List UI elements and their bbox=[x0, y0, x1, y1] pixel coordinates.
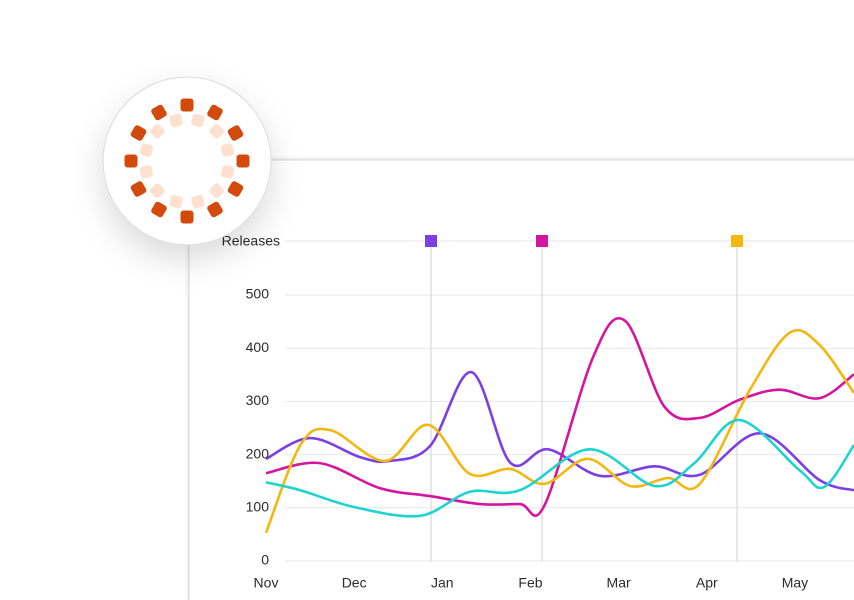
spinner-dot bbox=[191, 113, 205, 128]
y-tick-label: 400 bbox=[246, 339, 270, 355]
x-tick-label: Dec bbox=[342, 575, 367, 591]
spinner-dot bbox=[209, 124, 224, 139]
spinner-dot bbox=[207, 104, 223, 121]
spinner-dot bbox=[209, 183, 224, 198]
spinner-dot bbox=[220, 143, 235, 157]
spinner-dot bbox=[180, 210, 194, 224]
x-tick-label: May bbox=[782, 575, 808, 591]
x-tick-label: Apr bbox=[696, 575, 718, 591]
spinner-dot bbox=[139, 143, 154, 157]
spinner bbox=[124, 98, 250, 224]
spinner-dot bbox=[227, 181, 244, 197]
releases-label: Releases bbox=[222, 233, 280, 249]
spinner-dot bbox=[151, 201, 167, 218]
x-tick-label: Jan bbox=[431, 575, 454, 591]
chart-card bbox=[188, 159, 854, 600]
plot-area bbox=[264, 235, 854, 562]
x-tick-label: Feb bbox=[518, 575, 542, 591]
spinner-dot bbox=[130, 181, 147, 197]
x-tick-label: Nov bbox=[254, 575, 279, 591]
y-tick-label: 0 bbox=[261, 552, 269, 568]
spinner-dot bbox=[150, 183, 165, 198]
y-tick-label: 300 bbox=[246, 392, 270, 408]
series-line bbox=[265, 370, 854, 492]
x-tick-label: Mar bbox=[607, 575, 631, 591]
spinner-dot bbox=[151, 104, 167, 121]
release-marker bbox=[536, 235, 548, 247]
series-line bbox=[265, 418, 854, 518]
spinner-dot bbox=[227, 125, 244, 141]
badge-circle bbox=[102, 76, 272, 246]
spinner-dot bbox=[220, 165, 235, 179]
spinner-dot bbox=[191, 194, 205, 209]
spinner-dot bbox=[130, 125, 147, 141]
y-tick-label: 500 bbox=[246, 286, 270, 302]
spinner-dot bbox=[150, 124, 165, 139]
spinner-dot bbox=[169, 113, 183, 128]
spinner-dot bbox=[169, 194, 183, 209]
spinner-badge bbox=[102, 76, 272, 246]
spinner-dot bbox=[207, 201, 223, 218]
release-marker bbox=[731, 235, 743, 247]
release-marker bbox=[425, 235, 437, 247]
spinner-dot bbox=[180, 98, 194, 112]
series-line bbox=[265, 317, 854, 517]
series-line bbox=[264, 328, 854, 534]
y-tick-label: 100 bbox=[246, 499, 270, 515]
spinner-dot bbox=[236, 154, 250, 168]
spinner-dot bbox=[139, 165, 154, 179]
spinner-dot bbox=[124, 154, 138, 168]
y-tick-label: 200 bbox=[246, 445, 270, 461]
